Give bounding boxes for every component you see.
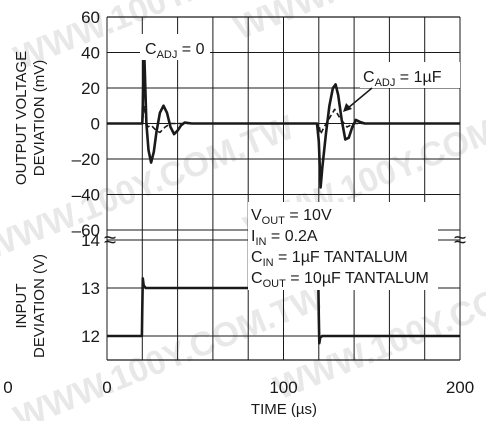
series-line-cadj-1uf: [107, 104, 460, 135]
axis-break-left: ≈: [104, 227, 116, 252]
y-tick-label-top: 0: [91, 115, 100, 134]
y-tick-label-top: –20: [72, 150, 100, 169]
axis-break-right: ≈: [454, 227, 466, 252]
x-stray-tick-label: 0: [3, 378, 12, 397]
label-backdrop: [140, 34, 210, 60]
y-tick-label-bottom: 14: [81, 231, 100, 250]
x-tick-label: 0: [102, 378, 111, 397]
label-backdrop: [360, 62, 460, 88]
y-tick-label-top: 40: [81, 44, 100, 63]
x-axis-title: TIME (µs): [251, 401, 317, 418]
cadj-1uf-label: CADJ = 1µF: [363, 69, 442, 89]
bottom-y-axis-title-line-1: INPUT: [13, 284, 30, 329]
top-y-axis-title-line-1: OUTPUT VOLTAGE: [13, 51, 30, 185]
top-y-axis-title-line-2: DEVIATION (mV): [31, 60, 48, 176]
condition-iin: IIN = 0.2A: [251, 228, 318, 248]
y-tick-label-bottom: 13: [81, 279, 100, 298]
y-tick-label-top: –60: [72, 221, 100, 240]
y-tick-label-top: 20: [81, 79, 100, 98]
series-layer: [107, 47, 460, 345]
arrow-head-icon: [343, 103, 352, 112]
y-tick-label-bottom: 12: [81, 327, 100, 346]
cadj-1uf-leader-line: [347, 87, 373, 109]
cadj-0-label: CADJ = 0: [145, 41, 205, 61]
condition-cin: CIN = 1µF TANTALUM: [251, 249, 408, 269]
condition-vout: VOUT = 10V: [251, 207, 332, 227]
y-tick-label-top: 60: [81, 8, 100, 27]
y-tick-label-top: –40: [72, 186, 100, 205]
bottom-y-axis-title-line-2: DEVIATION (V): [31, 254, 48, 358]
x-tick-label: 100: [269, 378, 297, 397]
condition-cout: COUT = 10µF TANTALUM: [251, 270, 429, 290]
conditions-backdrop: [248, 202, 438, 290]
watermark-text: WWW.100Y.COM.TW: [229, 0, 486, 47]
x-tick-label: 200: [446, 378, 474, 397]
series-line-input-voltage: [107, 277, 460, 345]
annotation-layer: CADJ = 0 CADJ = 1µF VOUT = 10V IIN = 0.2…: [140, 34, 460, 290]
